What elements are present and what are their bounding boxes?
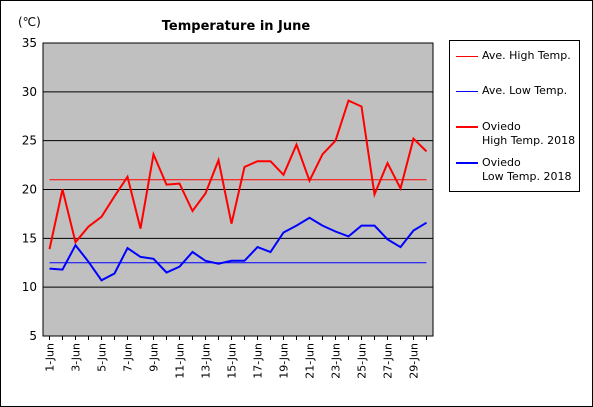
y-tick-label-20: 20 xyxy=(22,183,37,197)
legend-label-oviedo-high-line1: Oviedo xyxy=(482,120,521,133)
x-tick-label-1-Jun: 1-Jun xyxy=(44,343,57,372)
x-tick-label-19-Jun: 19-Jun xyxy=(278,343,291,379)
legend-label-oviedo-high-line2: High Temp. 2018 xyxy=(482,134,576,147)
legend-label-oviedo-low-line1: Oviedo xyxy=(482,156,521,169)
x-tick-label-9-Jun: 9-Jun xyxy=(148,343,161,372)
x-tick-label-21-Jun: 21-Jun xyxy=(304,343,317,379)
chart-title: Temperature in June xyxy=(162,19,311,34)
legend-label-ave-low: Ave. Low Temp. xyxy=(482,84,568,97)
legend-label-ave-high: Ave. High Temp. xyxy=(482,49,571,62)
legend-label-oviedo-low: Oviedo Low Temp. 2018 xyxy=(482,156,571,184)
x-tick-label-25-Jun: 25-Jun xyxy=(356,343,369,379)
legend-line-ave-low xyxy=(456,91,478,92)
y-tick-label-35: 35 xyxy=(22,36,37,50)
x-tick-label-17-Jun: 17-Jun xyxy=(252,343,265,379)
legend-label-oviedo-high: Oviedo High Temp. 2018 xyxy=(482,120,575,148)
x-tick-label-7-Jun: 7-Jun xyxy=(122,343,135,372)
x-tick-label-5-Jun: 5-Jun xyxy=(96,343,109,372)
series-line-oviedo-high-temp-2018 xyxy=(48,99,428,250)
x-tick-label-29-Jun: 29-Jun xyxy=(408,343,421,379)
x-tick-label-27-Jun: 27-Jun xyxy=(382,343,395,379)
legend-line-ave-high xyxy=(456,56,478,57)
x-tick-label-11-Jun: 11-Jun xyxy=(174,343,187,379)
y-tick-label-5: 5 xyxy=(29,329,37,343)
legend-label-oviedo-low-line2: Low Temp. 2018 xyxy=(482,170,572,183)
y-tick-label-25: 25 xyxy=(22,134,37,148)
x-tick-label-13-Jun: 13-Jun xyxy=(200,343,213,379)
y-tick-label-15: 15 xyxy=(22,231,37,245)
x-tick-label-15-Jun: 15-Jun xyxy=(226,343,239,379)
y-tick-label-10: 10 xyxy=(22,280,37,294)
x-tick-label-3-Jun: 3-Jun xyxy=(70,343,83,372)
x-tick-label-23-Jun: 23-Jun xyxy=(330,343,343,379)
legend-line-oviedo-low xyxy=(456,162,478,164)
series-line-oviedo-low-temp-2018 xyxy=(49,216,428,282)
y-unit-label: (℃) xyxy=(18,15,41,29)
y-tick-label-30: 30 xyxy=(22,85,37,99)
chart-legend: Ave. High Temp. Ave. Low Temp. Oviedo Hi… xyxy=(449,40,580,192)
legend-line-oviedo-high xyxy=(456,126,478,128)
